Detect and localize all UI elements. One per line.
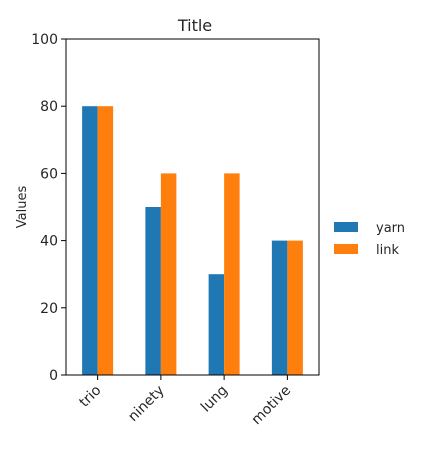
legend: yarn link [334, 221, 405, 258]
x-tick-label: lung [198, 383, 231, 416]
bar-link-motive [287, 240, 303, 375]
y-axis-label: Values [15, 186, 30, 229]
x-tick-label: motive [249, 383, 295, 429]
bar-yarn-ninety [145, 207, 161, 375]
legend-swatch-yarn [334, 222, 358, 232]
y-tick-label: 60 [40, 166, 58, 182]
legend-swatch-link [334, 244, 358, 254]
y-tick-label: 0 [49, 368, 58, 384]
x-tick-label: trio [76, 383, 104, 411]
y-tick-label: 40 [40, 234, 58, 250]
bar-link-ninety [160, 173, 177, 375]
chart-title: Title [177, 16, 212, 35]
y-tick-label: 80 [40, 99, 58, 115]
y-tick-label: 100 [31, 32, 58, 48]
bar-yarn-motive [271, 240, 288, 375]
bar-yarn-trio [82, 106, 98, 375]
bar-yarn-lung [208, 274, 225, 375]
x-axis-ticks: trio ninety lung motive [76, 375, 294, 428]
legend-label-yarn: yarn [376, 221, 405, 236]
legend-label-link: link [376, 243, 399, 258]
bar-link-lung [224, 173, 240, 375]
x-tick-label: ninety [125, 383, 167, 425]
bar-link-trio [97, 106, 114, 375]
y-axis-ticks: 0 20 40 60 80 100 [31, 32, 66, 384]
bars-group [82, 106, 303, 375]
y-tick-label: 20 [40, 301, 58, 317]
plot-frame [65, 38, 320, 376]
